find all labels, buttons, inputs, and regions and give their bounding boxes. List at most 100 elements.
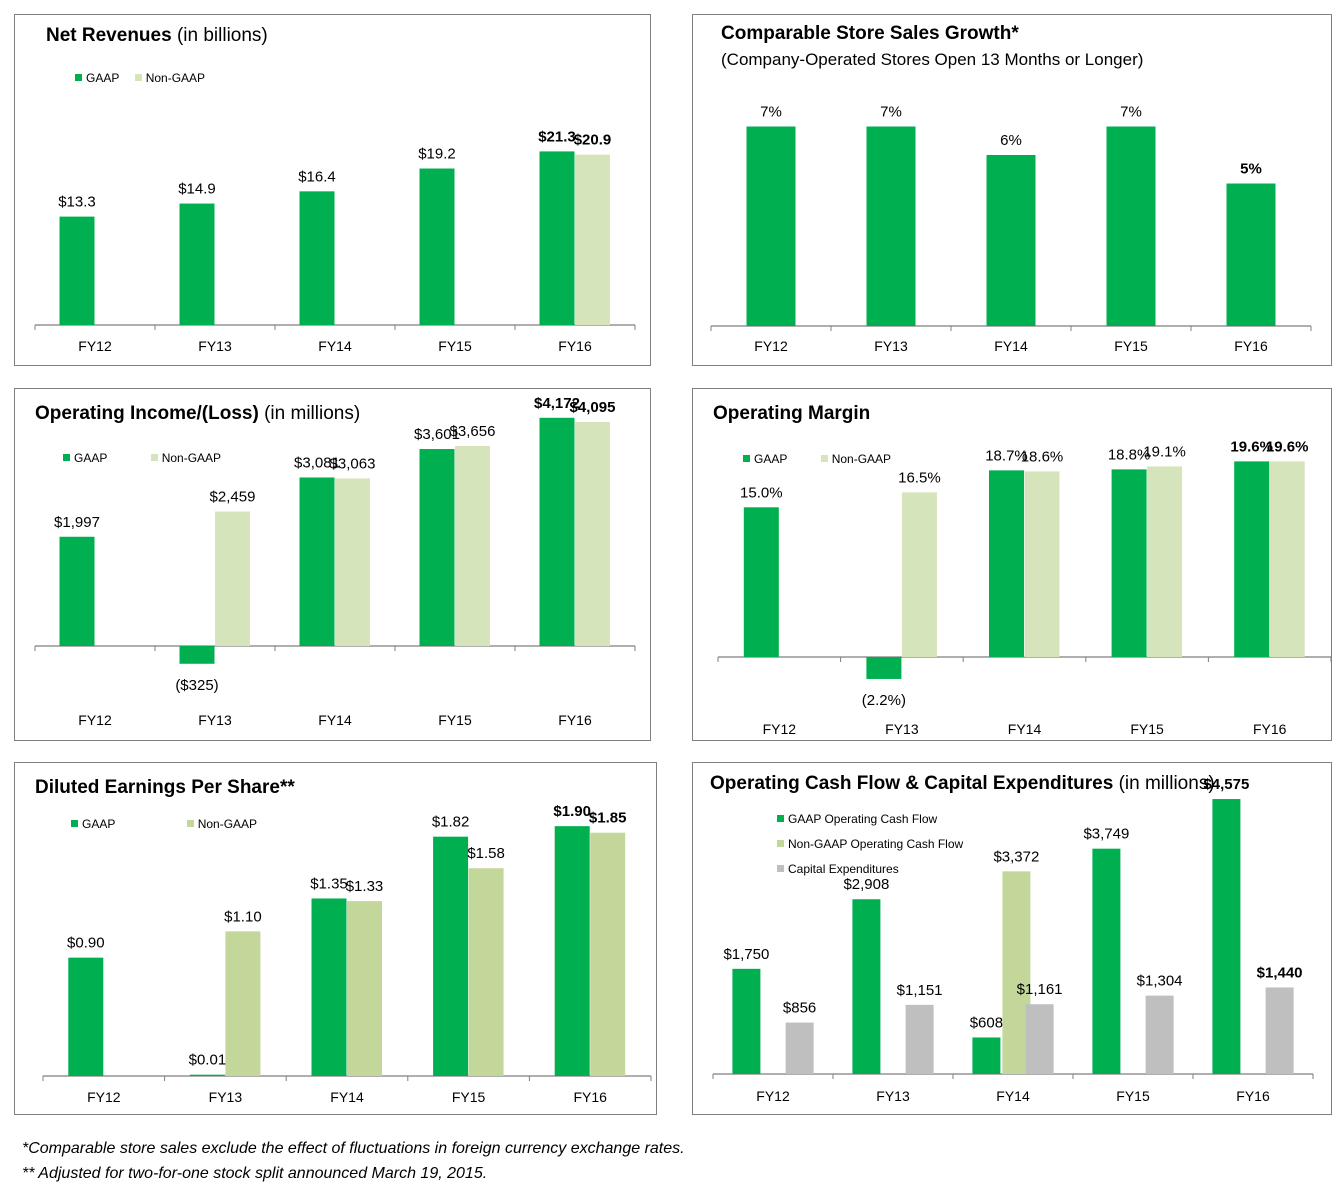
data-label: 7% [760, 104, 782, 121]
data-label: $4,172 [534, 395, 580, 412]
x-tick-label: FY15 [1116, 1088, 1150, 1104]
legend-item-gaap-cashflow: GAAP Operating Cash Flow [777, 811, 937, 826]
data-label: $1.35 [310, 875, 348, 892]
legend-label-nongaap: Non-GAAP [831, 451, 892, 466]
data-label: $2,459 [210, 488, 256, 505]
x-tick-label: FY16 [1236, 1088, 1270, 1104]
data-label: 5% [1240, 161, 1262, 178]
data-label: $1.82 [432, 814, 470, 831]
legend-item-nongaap-cashflow: Non-GAAP Operating Cash Flow [777, 836, 963, 851]
legend-swatch-nongaap [186, 820, 194, 828]
data-label: $16.4 [298, 168, 336, 185]
legend-swatch-gaap [71, 820, 78, 828]
bar-fy13-gaap [179, 646, 215, 664]
x-tick-label: FY15 [438, 712, 472, 728]
bar-fy13-gaap [179, 203, 215, 325]
x-tick-label: FY16 [573, 1089, 607, 1105]
data-label: $4,575 [1203, 776, 1249, 793]
chart-title: Diluted Earnings Per Share** [35, 777, 295, 799]
cash-flow-chart: FY12 $1,750 $856 FY13 $2,908 $1,151 FY14 $608 $3… [712, 776, 1314, 1104]
data-label: $1.85 [589, 810, 627, 827]
data-label: $1,440 [1257, 964, 1303, 981]
bar-fy12-gaap [743, 507, 779, 657]
bar-fy13-gaap [189, 1074, 225, 1076]
title-main: Comparable Store Sales Growth* [721, 23, 1019, 44]
data-label: $1.90 [553, 803, 591, 820]
title-main: Net Revenues [46, 25, 172, 46]
x-tick-label: FY14 [996, 1088, 1030, 1104]
bar-fy16-non-gaap [575, 422, 610, 646]
x-tick-label: FY16 [1234, 338, 1268, 354]
data-label: $1.58 [467, 845, 505, 862]
x-tick-label: FY14 [318, 338, 352, 354]
title-main: Operating Margin [713, 403, 871, 424]
x-tick-label: FY16 [1253, 721, 1287, 737]
bar-fy12-value [746, 126, 796, 326]
bar-fy13-non-gaap [901, 492, 937, 657]
x-tick-label: FY13 [874, 338, 908, 354]
chart-subtitle: (Company-Operated Stores Open 13 Months … [721, 50, 1144, 69]
bar-fy14-value [986, 155, 1036, 326]
data-label: $1,151 [897, 982, 943, 999]
x-tick-label: FY12 [78, 712, 112, 728]
data-label: 7% [1120, 104, 1142, 121]
legend: GAAP Non-GAAP [63, 450, 221, 465]
bar-fy13-capital-expenditures [905, 1004, 934, 1074]
legend: GAAP Non-GAAP [75, 70, 205, 85]
data-label: $856 [783, 1000, 816, 1017]
bar-fy15-non-gaap [468, 868, 504, 1076]
data-label: 19.6% [1230, 438, 1273, 455]
legend-swatch-gaap [75, 74, 82, 82]
data-label: 19.1% [1143, 443, 1186, 460]
bar-fy15-non-gaap [1147, 466, 1183, 657]
legend-label-gaap: GAAP [74, 450, 108, 465]
bar-fy16-gaap-operating-cash-flow [1212, 799, 1241, 1074]
legend-swatch-nongaap [150, 454, 158, 462]
legend-swatch [777, 815, 784, 823]
legend-label-nongaap: Non-GAAP [197, 816, 258, 831]
legend: GAAP Non-GAAP [743, 451, 891, 466]
bar-fy14-non-gaap [347, 901, 382, 1076]
bar-fy14-non-gaap [335, 478, 370, 646]
title-main: Operating Income/(Loss) [35, 403, 259, 424]
bar-fy14-capital-expenditures [1025, 1004, 1054, 1074]
x-tick-label: FY15 [1114, 338, 1148, 354]
legend-swatch [777, 840, 784, 848]
x-tick-label: FY13 [885, 721, 919, 737]
data-label: 19.6% [1266, 438, 1309, 455]
legend-label-gaap: GAAP [82, 816, 116, 831]
chart-title: Comparable Store Sales Growth* [721, 23, 1019, 45]
title-main: Diluted Earnings Per Share** [35, 777, 295, 798]
data-label: (2.2%) [862, 692, 906, 709]
bar-fy15-value [1106, 126, 1156, 326]
footnote-comparable-sales: *Comparable store sales exclude the effe… [22, 1140, 685, 1157]
net-revenues-panel: Net Revenues (in billions) GAAP Non-GAAP… [14, 14, 651, 366]
data-label: 18.6% [1021, 448, 1064, 465]
bar-fy15-capital-expenditures [1145, 995, 1174, 1074]
legend-label-nongaap: Non-GAAP [161, 450, 222, 465]
data-label: $3,081 [294, 454, 340, 471]
chart-title: Operating Margin [713, 403, 870, 425]
data-label: $1.10 [224, 908, 262, 925]
bar-fy16-non-gaap [590, 832, 626, 1076]
title-suffix: (in millions) [1118, 773, 1215, 794]
bar-fy15-gaap [433, 836, 469, 1076]
x-tick-label: FY13 [198, 712, 232, 728]
data-label: 7% [880, 104, 902, 121]
data-label: $1,750 [723, 946, 769, 963]
legend-swatch-nongaap [820, 455, 828, 463]
bar-fy13-non-gaap [225, 931, 261, 1076]
legend-swatch-gaap [63, 454, 70, 462]
x-tick-label: FY15 [438, 338, 472, 354]
bar-fy16-non-gaap [575, 154, 610, 325]
bar-fy14-gaap-operating-cash-flow [972, 1037, 1001, 1074]
legend-label-gaap: GAAP [86, 70, 120, 85]
chart-title: Net Revenues (in billions) [46, 25, 268, 47]
operating-income-panel: Operating Income/(Loss) (in millions) GA… [14, 388, 651, 741]
chart-title: Operating Cash Flow & Capital Expenditur… [710, 773, 1215, 795]
bar-fy14-gaap [299, 191, 335, 325]
bar-fy14-gaap [311, 898, 347, 1076]
bar-fy16-gaap [539, 417, 575, 646]
data-label: $19.2 [418, 146, 456, 163]
title-main: Operating Cash Flow & Capital Expenditur… [710, 773, 1114, 794]
